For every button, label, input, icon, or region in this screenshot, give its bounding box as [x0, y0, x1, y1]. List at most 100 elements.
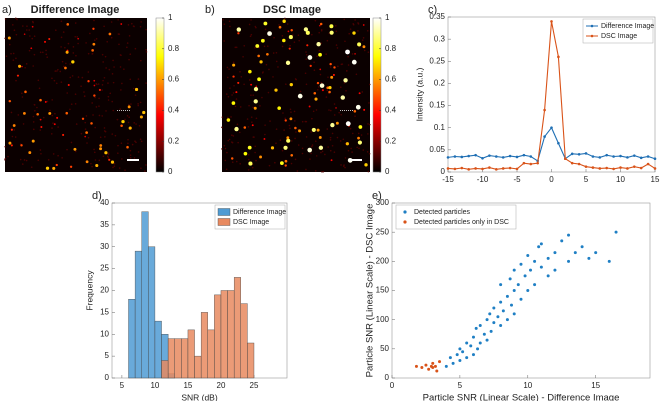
point — [539, 242, 543, 246]
particle — [266, 52, 269, 56]
noise — [309, 158, 311, 160]
particle — [232, 63, 236, 67]
point — [499, 283, 503, 287]
noise — [4, 145, 7, 148]
noise — [224, 147, 227, 150]
particle — [85, 160, 89, 164]
noise — [22, 123, 25, 125]
y-tick-label: 10 — [100, 329, 109, 338]
noise — [29, 35, 31, 37]
legend — [582, 18, 654, 44]
noise — [354, 115, 356, 117]
noise — [145, 164, 147, 166]
noise — [119, 54, 122, 56]
noise — [363, 49, 366, 52]
particle — [267, 31, 272, 36]
noise — [145, 51, 148, 53]
panel-label: d) — [92, 190, 102, 202]
noise — [250, 19, 252, 21]
noise — [92, 114, 94, 116]
noise — [225, 168, 228, 171]
noise — [57, 154, 59, 157]
image — [222, 18, 370, 172]
noise — [320, 81, 323, 84]
y-tick-label: 0.3 — [434, 34, 446, 43]
noise — [345, 90, 347, 92]
colorbar — [372, 17, 382, 173]
particle — [65, 50, 69, 54]
noise — [321, 150, 324, 153]
noise — [338, 111, 340, 114]
noise — [305, 51, 307, 53]
particle — [127, 105, 131, 109]
hist-bar — [134, 250, 142, 379]
particle — [18, 64, 22, 68]
noise — [250, 116, 253, 118]
particle — [319, 83, 325, 88]
noise — [335, 44, 338, 46]
noise — [312, 110, 315, 113]
noise — [83, 95, 86, 97]
point — [499, 324, 503, 327]
noise — [285, 83, 287, 85]
noise — [62, 31, 65, 33]
point — [584, 152, 588, 155]
noise — [326, 39, 329, 42]
noise — [239, 162, 242, 165]
point — [519, 297, 523, 301]
point — [546, 256, 550, 260]
noise — [223, 144, 226, 147]
noise — [13, 129, 16, 131]
point — [446, 167, 450, 170]
noise — [111, 133, 114, 135]
x-tick-label: 0 — [390, 381, 395, 390]
noise — [333, 114, 336, 116]
point — [478, 341, 482, 345]
noise — [21, 163, 24, 165]
hist-bar — [148, 246, 156, 379]
noise — [40, 152, 42, 155]
noise — [14, 136, 17, 138]
point — [526, 254, 530, 257]
particle — [139, 115, 143, 119]
point — [550, 20, 553, 23]
noise — [333, 151, 336, 153]
particle — [64, 66, 67, 70]
point — [536, 161, 539, 165]
point — [474, 167, 477, 170]
noise — [144, 170, 146, 172]
noise — [19, 158, 22, 161]
x-tick-label: 5 — [458, 381, 463, 390]
hist-bar — [187, 329, 195, 379]
noise — [74, 103, 77, 105]
noise — [12, 59, 15, 61]
noise — [305, 58, 308, 60]
point — [448, 356, 452, 360]
noise — [315, 109, 318, 111]
noise — [289, 44, 291, 47]
particle — [39, 98, 42, 102]
noise — [290, 140, 293, 142]
particle — [22, 111, 26, 115]
noise — [57, 126, 59, 128]
noise — [34, 110, 36, 112]
particle — [288, 47, 291, 50]
noise — [66, 92, 69, 94]
particle — [39, 118, 42, 121]
particle — [353, 109, 357, 113]
particle — [255, 85, 258, 88]
noise — [254, 145, 256, 148]
noise — [339, 140, 342, 142]
particle — [45, 166, 50, 170]
noise — [264, 28, 267, 31]
noise — [39, 149, 42, 151]
noise — [226, 151, 228, 154]
noise — [317, 86, 320, 88]
particle — [318, 24, 321, 27]
x-tick-label: 15 — [591, 381, 600, 390]
particle — [62, 133, 65, 137]
particle — [298, 129, 302, 133]
noise — [223, 40, 226, 42]
noise — [123, 68, 125, 70]
